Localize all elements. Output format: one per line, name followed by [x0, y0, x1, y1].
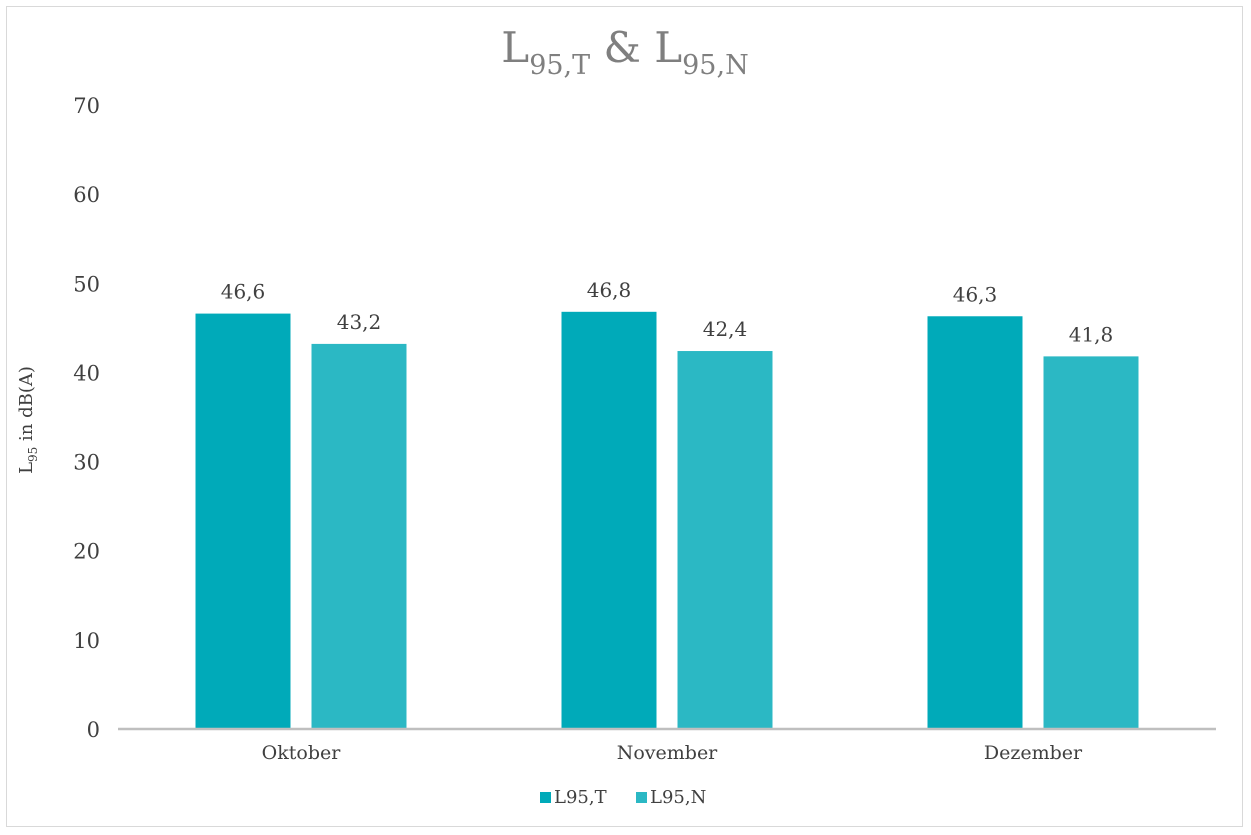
bars-group	[195, 311, 1139, 729]
category-label: Oktober	[262, 742, 342, 764]
data-label: 43,2	[337, 310, 382, 334]
y-tick-label: 60	[73, 183, 100, 207]
y-axis-label-main: L	[16, 462, 37, 474]
y-tick-label: 40	[73, 361, 100, 385]
title-part-2: &	[590, 23, 654, 72]
y-tick-label: 30	[73, 451, 100, 475]
y-tick-label: 70	[73, 94, 100, 118]
bar-l95n-oktober	[311, 343, 407, 729]
data-label: 46,8	[587, 278, 632, 302]
data-label: 46,3	[953, 282, 998, 306]
chart-title: L95,T & L95,N	[501, 23, 748, 81]
legend-label: L95,T	[554, 787, 607, 808]
data-label: 46,6	[221, 280, 266, 304]
title-sub-1: 95,T	[529, 50, 590, 81]
y-tick-label: 0	[87, 718, 100, 742]
category-label: Dezember	[984, 742, 1083, 764]
legend-label: L95,N	[650, 787, 706, 808]
legend-swatch	[636, 792, 647, 803]
y-tick-label: 50	[73, 272, 100, 296]
y-axis-label-rest: in dB(A)	[16, 366, 37, 447]
legend: L95,T L95,N	[540, 787, 706, 808]
bar-l95n-november	[677, 351, 773, 729]
title-sub-2: 95,N	[682, 50, 749, 81]
y-tick-label: 10	[73, 629, 100, 653]
y-axis-label: L95 in dB(A)	[16, 366, 40, 474]
category-labels: Oktober November Dezember	[262, 742, 1083, 764]
y-tick-label: 20	[73, 540, 100, 564]
data-labels: 46,6 43,2 46,8 42,4 46,3 41,8	[221, 278, 1114, 347]
bar-l95t-november	[561, 311, 657, 729]
title-part-3: L	[654, 23, 682, 72]
category-label: November	[617, 742, 718, 764]
y-axis-label-sub: 95	[26, 447, 40, 462]
bar-l95n-dezember	[1043, 356, 1139, 729]
data-label: 41,8	[1069, 322, 1114, 346]
bar-l95t-oktober	[195, 313, 291, 729]
title-part-1: L	[501, 23, 529, 72]
y-axis-ticks: 0 10 20 30 40 50 60 70	[73, 94, 100, 742]
legend-swatch	[540, 792, 551, 803]
bar-l95t-dezember	[927, 316, 1023, 729]
data-label: 42,4	[703, 317, 748, 341]
